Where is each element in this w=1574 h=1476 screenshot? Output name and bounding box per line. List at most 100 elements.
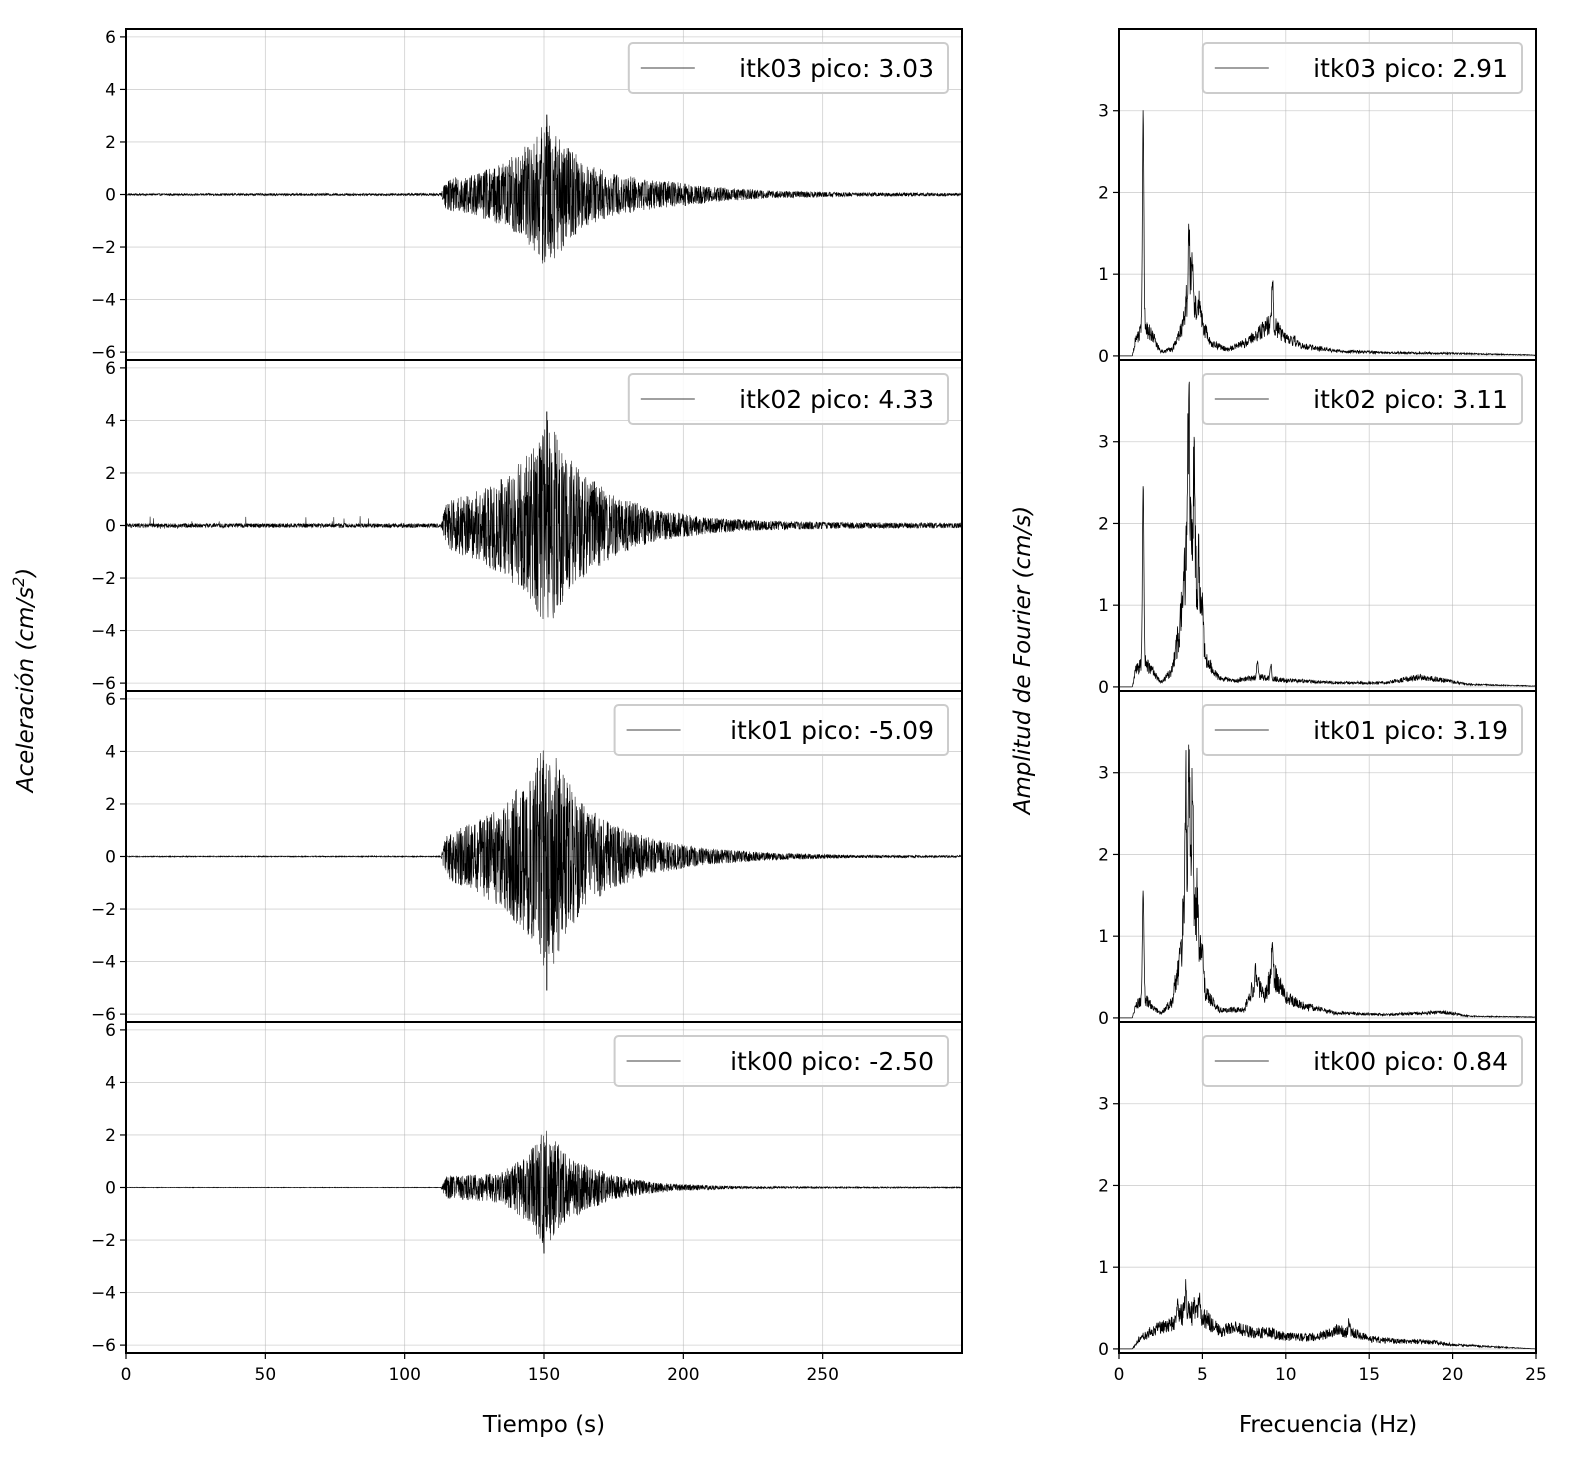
x-tick-label: 25 (1525, 1365, 1547, 1385)
y-tick-label: 1 (1098, 265, 1109, 285)
y-tick-label: 4 (105, 411, 116, 431)
acceleration-axis-label-end: ) (13, 568, 39, 579)
legend-box (1201, 373, 1524, 425)
accel-panel-itk03: −6 −4 −2 0 2 4 6 itk03 pico: 3.03 (91, 28, 963, 366)
fourier-spectrum-panels: 0 1 2 3 itk03 pico: 2.91 0 1 2 3 itk02 pico: 3.11… (1098, 28, 1547, 1385)
y-tick-label: 2 (105, 1126, 116, 1146)
y-tick-label: −2 (91, 569, 116, 589)
y-tick-label: −6 (91, 1336, 116, 1356)
spectrum-panel-itk00: 0 1 2 3 0 5 10 15 20 25 itk00 pico: 0.84 (1098, 1021, 1547, 1385)
acceleration-axis-label-text: Aceleración (cm/s (13, 587, 39, 794)
fourier-axis-label: Amplitud de Fourier (cm/s) (1010, 506, 1036, 816)
legend-label: itk01 pico: -5.09 (730, 716, 934, 745)
y-tick-label: 0 (1098, 678, 1109, 698)
legend-label: itk01 pico: 3.19 (1313, 716, 1508, 745)
x-tick-label: 0 (1114, 1365, 1125, 1385)
legend-label: itk02 pico: 3.11 (1313, 385, 1508, 414)
y-tick-label: −2 (91, 238, 116, 258)
x-tick-label: 15 (1358, 1365, 1380, 1385)
accel-panel-itk00: −6 −4 −2 0 2 4 6 0 50 100 150 200 250 itk00 pico: -2.… (91, 1021, 963, 1385)
x-tick-label: 10 (1275, 1365, 1297, 1385)
axes-frame (1118, 1021, 1537, 1354)
y-tick-label: 0 (1098, 1009, 1109, 1029)
x-tick-label: 20 (1442, 1365, 1464, 1385)
legend-box (1201, 704, 1524, 756)
y-tick-label: 4 (105, 80, 116, 100)
y-tick-label: 2 (1098, 845, 1109, 865)
y-tick-label: 0 (1098, 347, 1109, 367)
y-tick-label: 0 (105, 848, 116, 868)
legend-box (1201, 42, 1524, 94)
x-tick-label: 100 (388, 1365, 420, 1385)
acceleration-axis-label: Aceleración (cm/s2) (9, 568, 39, 795)
legend-label: itk03 pico: 3.03 (739, 54, 934, 83)
series-line-itk03 (1119, 110, 1536, 357)
spectrum-panel-itk01: 0 1 2 3 itk01 pico: 3.19 (1098, 690, 1537, 1029)
y-tick-label: −2 (91, 1231, 116, 1251)
y-tick-label: 3 (1098, 1095, 1109, 1115)
acceleration-axis-label-sup: 2 (9, 577, 28, 587)
y-tick-label: 2 (105, 464, 116, 484)
legend-label: itk02 pico: 4.33 (739, 385, 934, 414)
y-tick-label: 3 (1098, 764, 1109, 784)
y-tick-label: 2 (105, 795, 116, 815)
legend-label: itk00 pico: -2.50 (730, 1047, 934, 1076)
series-line-itk00 (126, 1130, 962, 1254)
series-line-itk02 (126, 411, 962, 620)
y-tick-label: −6 (91, 674, 116, 694)
y-tick-label: −2 (91, 900, 116, 920)
y-tick-label: 1 (1098, 1258, 1109, 1278)
y-tick-label: −4 (91, 953, 116, 973)
legend-box (613, 704, 949, 756)
spectrum-panel-itk02: 0 1 2 3 itk02 pico: 3.11 (1098, 359, 1537, 698)
series-line-itk01 (126, 750, 962, 991)
y-tick-label: −6 (91, 343, 116, 363)
accel-panel-itk01: −6 −4 −2 0 2 4 6 itk01 pico: -5.09 (91, 690, 963, 1028)
y-tick-label: 4 (105, 1073, 116, 1093)
legend-itk00: itk00 pico: -2.50 (613, 1035, 949, 1087)
y-tick-label: 3 (1098, 102, 1109, 122)
x-tick-label: 50 (255, 1365, 277, 1385)
legend-box (627, 42, 949, 94)
series-line-itk00 (1119, 1279, 1536, 1350)
legend-itk03: itk03 pico: 2.91 (1201, 42, 1524, 94)
legend-itk01: itk01 pico: 3.19 (1201, 704, 1524, 756)
accel-panel-itk02: −6 −4 −2 0 2 4 6 itk02 pico: 4.33 (91, 359, 963, 697)
y-tick-label: −4 (91, 1284, 116, 1304)
y-tick-label: 0 (105, 186, 116, 206)
legend-itk02: itk02 pico: 4.33 (627, 373, 949, 425)
frequency-axis-label: Frecuencia (Hz) (1239, 1412, 1417, 1438)
time-axis-label: Tiempo (s) (482, 1412, 605, 1438)
y-tick-label: 6 (105, 1021, 116, 1041)
legend-itk01: itk01 pico: -5.09 (613, 704, 949, 756)
y-tick-label: 4 (105, 742, 116, 762)
series-line-itk02 (1119, 381, 1536, 688)
y-tick-label: −6 (91, 1005, 116, 1025)
y-tick-label: 2 (1098, 514, 1109, 534)
spectrum-panel-itk03: 0 1 2 3 itk03 pico: 2.91 (1098, 28, 1537, 367)
x-tick-label: 200 (667, 1365, 699, 1385)
y-tick-label: 1 (1098, 927, 1109, 947)
x-tick-label: 250 (806, 1365, 838, 1385)
legend-box (613, 1035, 949, 1087)
y-tick-label: 6 (105, 28, 116, 48)
legend-label: itk03 pico: 2.91 (1313, 54, 1508, 83)
legend-itk00: itk00 pico: 0.84 (1201, 1035, 1524, 1087)
x-tick-label: 0 (121, 1365, 132, 1385)
legend-box (1201, 1035, 1524, 1087)
y-tick-label: 1 (1098, 596, 1109, 616)
time-series-panels: −6 −4 −2 0 2 4 6 itk03 pico: 3.03 −6 −4 −2 0 2 4 6 itk0… (91, 28, 963, 1385)
x-tick-label: 150 (528, 1365, 560, 1385)
y-tick-label: 6 (105, 690, 116, 710)
y-tick-label: 2 (105, 133, 116, 153)
y-tick-label: 6 (105, 359, 116, 379)
legend-label: itk00 pico: 0.84 (1313, 1047, 1508, 1076)
axes-frame (125, 1021, 963, 1354)
y-tick-label: 0 (1098, 1340, 1109, 1360)
legend-box (627, 373, 949, 425)
y-tick-label: −4 (91, 291, 116, 311)
series-line-itk01 (1119, 744, 1536, 1019)
x-tick-label: 5 (1197, 1365, 1208, 1385)
legend-itk02: itk02 pico: 3.11 (1201, 373, 1524, 425)
